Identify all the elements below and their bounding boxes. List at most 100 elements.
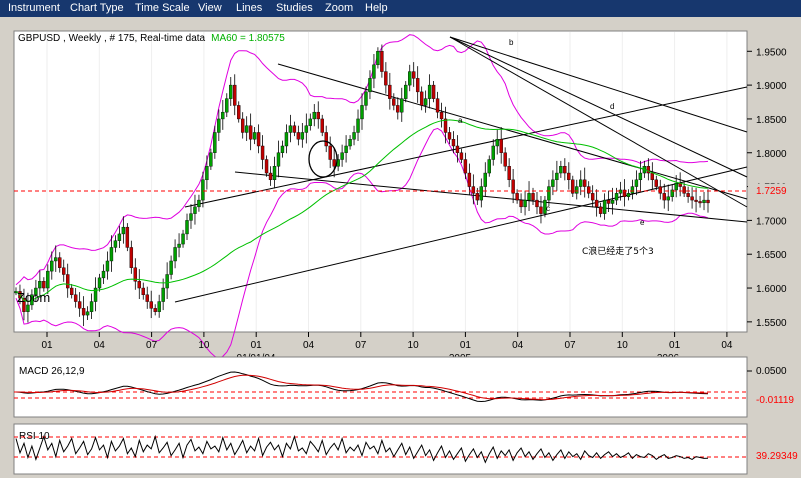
candle-body — [658, 186, 662, 194]
price-tick-label: 1.9000 — [756, 81, 787, 92]
candle-body — [109, 247, 114, 262]
candle-body — [356, 118, 360, 133]
candle-body — [419, 91, 424, 106]
candle-body — [559, 166, 563, 174]
candle-body — [638, 172, 643, 181]
price-tick-label: 1.6000 — [756, 284, 787, 295]
candle-body — [443, 118, 448, 133]
candle-body — [352, 132, 356, 140]
candle-body — [380, 51, 384, 72]
price-tick-label: 1.5500 — [756, 318, 787, 329]
candle-body — [690, 196, 694, 201]
candle-body — [157, 301, 161, 312]
candle-body — [706, 199, 710, 204]
candle-body — [583, 179, 587, 187]
candle-body — [181, 233, 185, 245]
candle-body — [435, 98, 440, 113]
candle-body — [256, 132, 261, 147]
menu-zoom[interactable]: Zoom — [325, 2, 354, 14]
price-tick-label: 1.6500 — [756, 250, 787, 261]
trendline — [449, 36, 748, 208]
main-header: GBPUSD , Weekly , # 175, Real-time data M… — [18, 33, 285, 44]
menu-view[interactable]: View — [198, 2, 222, 14]
menu-time-scale[interactable]: Time Scale — [135, 2, 190, 14]
candle-body — [252, 132, 257, 140]
wave-label-b: b — [509, 38, 514, 47]
candle-body — [586, 186, 591, 194]
time-tick-label: 10 — [408, 340, 420, 351]
ma60-line — [15, 119, 709, 303]
candle-body — [240, 118, 245, 133]
menu-instrument[interactable]: Instrument — [8, 2, 60, 14]
candle-body — [42, 281, 46, 289]
menu-help[interactable]: Help — [365, 2, 388, 14]
menu-chart-type[interactable]: Chart Type — [70, 2, 124, 14]
candle-body — [626, 193, 631, 197]
candle-body — [622, 189, 627, 197]
candle-body — [551, 179, 555, 187]
candle-body — [77, 301, 82, 309]
candle-body — [408, 71, 412, 86]
candle-body — [125, 226, 130, 248]
candle-body — [439, 111, 444, 120]
trendlines — [174, 36, 748, 303]
signal-line — [16, 374, 709, 401]
time-tick-label: 04 — [94, 340, 106, 351]
candle-body — [97, 277, 102, 289]
rsi-title: RSI 10 — [19, 431, 50, 442]
candle-body — [702, 199, 706, 204]
candle-body — [575, 186, 579, 194]
rsi-value-label: 39.29349 — [756, 451, 798, 462]
candle-body — [447, 132, 452, 140]
zoom-watermark: Zoom — [17, 290, 50, 305]
candle-body — [650, 172, 655, 181]
candle-body — [149, 301, 153, 309]
candle-body — [563, 166, 567, 174]
candle-body — [46, 270, 50, 289]
candle-body — [348, 139, 352, 147]
candle-body — [185, 220, 189, 235]
candle-body — [189, 213, 193, 221]
candle-body — [101, 270, 106, 279]
trendline — [277, 63, 748, 200]
wave-label-a: a — [458, 116, 463, 125]
candle-body — [654, 179, 658, 187]
candle-body — [344, 145, 348, 153]
lower-band — [15, 127, 709, 359]
menu-lines[interactable]: Lines — [236, 2, 263, 14]
candle-body — [141, 287, 145, 295]
candle-body — [618, 189, 623, 194]
candle-body — [535, 199, 539, 208]
macd-panel[interactable] — [13, 356, 748, 418]
candle-body — [213, 132, 217, 153]
candle-body — [296, 132, 301, 140]
time-tick-label: 01 — [251, 340, 263, 351]
trendline — [184, 86, 748, 208]
price-tick-label: 1.8500 — [756, 115, 787, 126]
candle-body — [69, 287, 74, 295]
candle-body — [634, 179, 639, 187]
candle-body — [503, 152, 507, 167]
time-tick-label: 10 — [198, 340, 210, 351]
candle-body — [264, 159, 269, 174]
candle-body — [415, 78, 420, 93]
candle-body — [221, 111, 225, 120]
candle-body — [340, 152, 344, 160]
candle-body — [22, 297, 26, 312]
candle-body — [300, 132, 305, 140]
candle-body — [610, 199, 615, 204]
chart-area[interactable]: GBPUSD , Weekly , # 175, Real-time data M… — [0, 17, 801, 478]
menu-studies[interactable]: Studies — [276, 2, 313, 14]
candle-body — [451, 139, 456, 147]
candle-body — [360, 105, 364, 120]
rsi-panel[interactable] — [13, 423, 748, 475]
candle-body — [459, 152, 464, 160]
candle-body — [364, 91, 368, 106]
price-tick-label: 1.8000 — [756, 149, 787, 160]
candle-body — [467, 172, 472, 187]
candle-body — [567, 172, 571, 181]
candle-body — [376, 51, 380, 66]
macd-value-label: -0.01119 — [756, 395, 794, 406]
candle-body — [320, 118, 324, 133]
candle-body — [479, 186, 484, 201]
